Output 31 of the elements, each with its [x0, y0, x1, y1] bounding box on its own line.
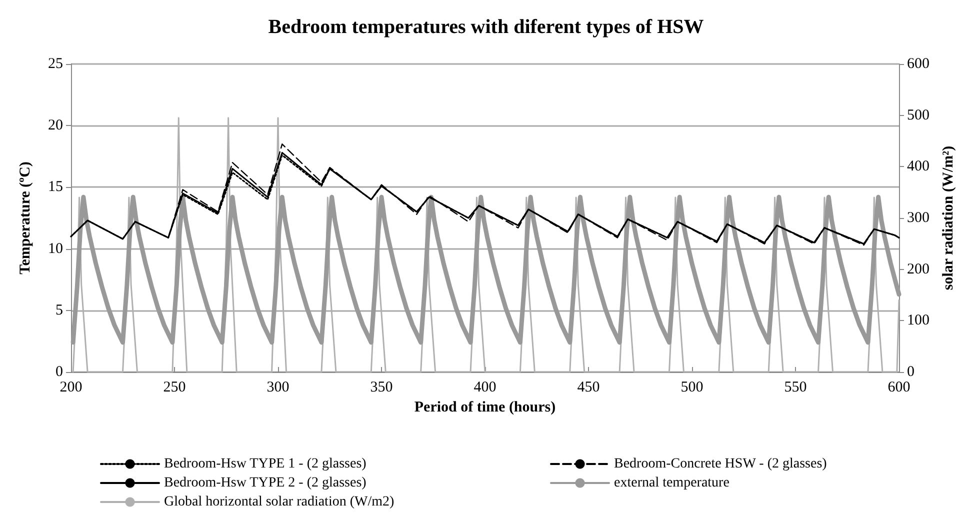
x-tick-label: 600: [888, 380, 910, 396]
x-tick-label: 300: [266, 380, 290, 396]
y2-tick-label: 0: [907, 364, 914, 380]
chart-title: Bedroom temperatures with diferent types of HSW: [268, 16, 704, 38]
x-tick-label: 450: [577, 380, 600, 396]
legend-label: external temperature: [614, 476, 730, 490]
legend-label: Bedroom-Hsw TYPE 2 - (2 glasses): [164, 476, 367, 490]
y-tick-label: 15: [48, 179, 63, 196]
y-tick-label: 5: [56, 302, 63, 318]
y2-tick-label: 400: [907, 158, 930, 175]
y2-tick-label: 500: [907, 107, 930, 124]
y-tick-label: 10: [48, 240, 63, 257]
y2-tick-label: 600: [907, 56, 930, 72]
y2-tick-label: 300: [907, 210, 930, 226]
x-tick-label: 550: [784, 380, 807, 396]
y2-tick-label: 200: [907, 261, 930, 278]
y2-tick-label: 100: [907, 312, 930, 329]
x-tick-label: 400: [474, 380, 496, 396]
y-tick-label: 20: [48, 118, 63, 134]
y-axis-title: Temperature (ºC): [18, 162, 34, 274]
x-tick-label: 200: [60, 380, 82, 396]
legend-label: Bedroom-Concrete HSW - (2 glasses): [614, 456, 828, 472]
y-tick-label: 25: [48, 56, 63, 72]
y-tick-label: 0: [56, 364, 63, 380]
legend-label: Global horizontal solar radiation (W/m2): [164, 494, 394, 510]
y2-axis-title: solar radiation (W/m²): [940, 146, 956, 290]
x-axis-title: Period of time (hours): [414, 399, 556, 416]
x-tick-label: 500: [680, 380, 704, 396]
x-tick-label: 350: [370, 380, 393, 396]
legend-label: Bedroom-Hsw TYPE 1 - (2 glasses): [164, 456, 367, 472]
x-tick-label: 250: [163, 380, 186, 396]
